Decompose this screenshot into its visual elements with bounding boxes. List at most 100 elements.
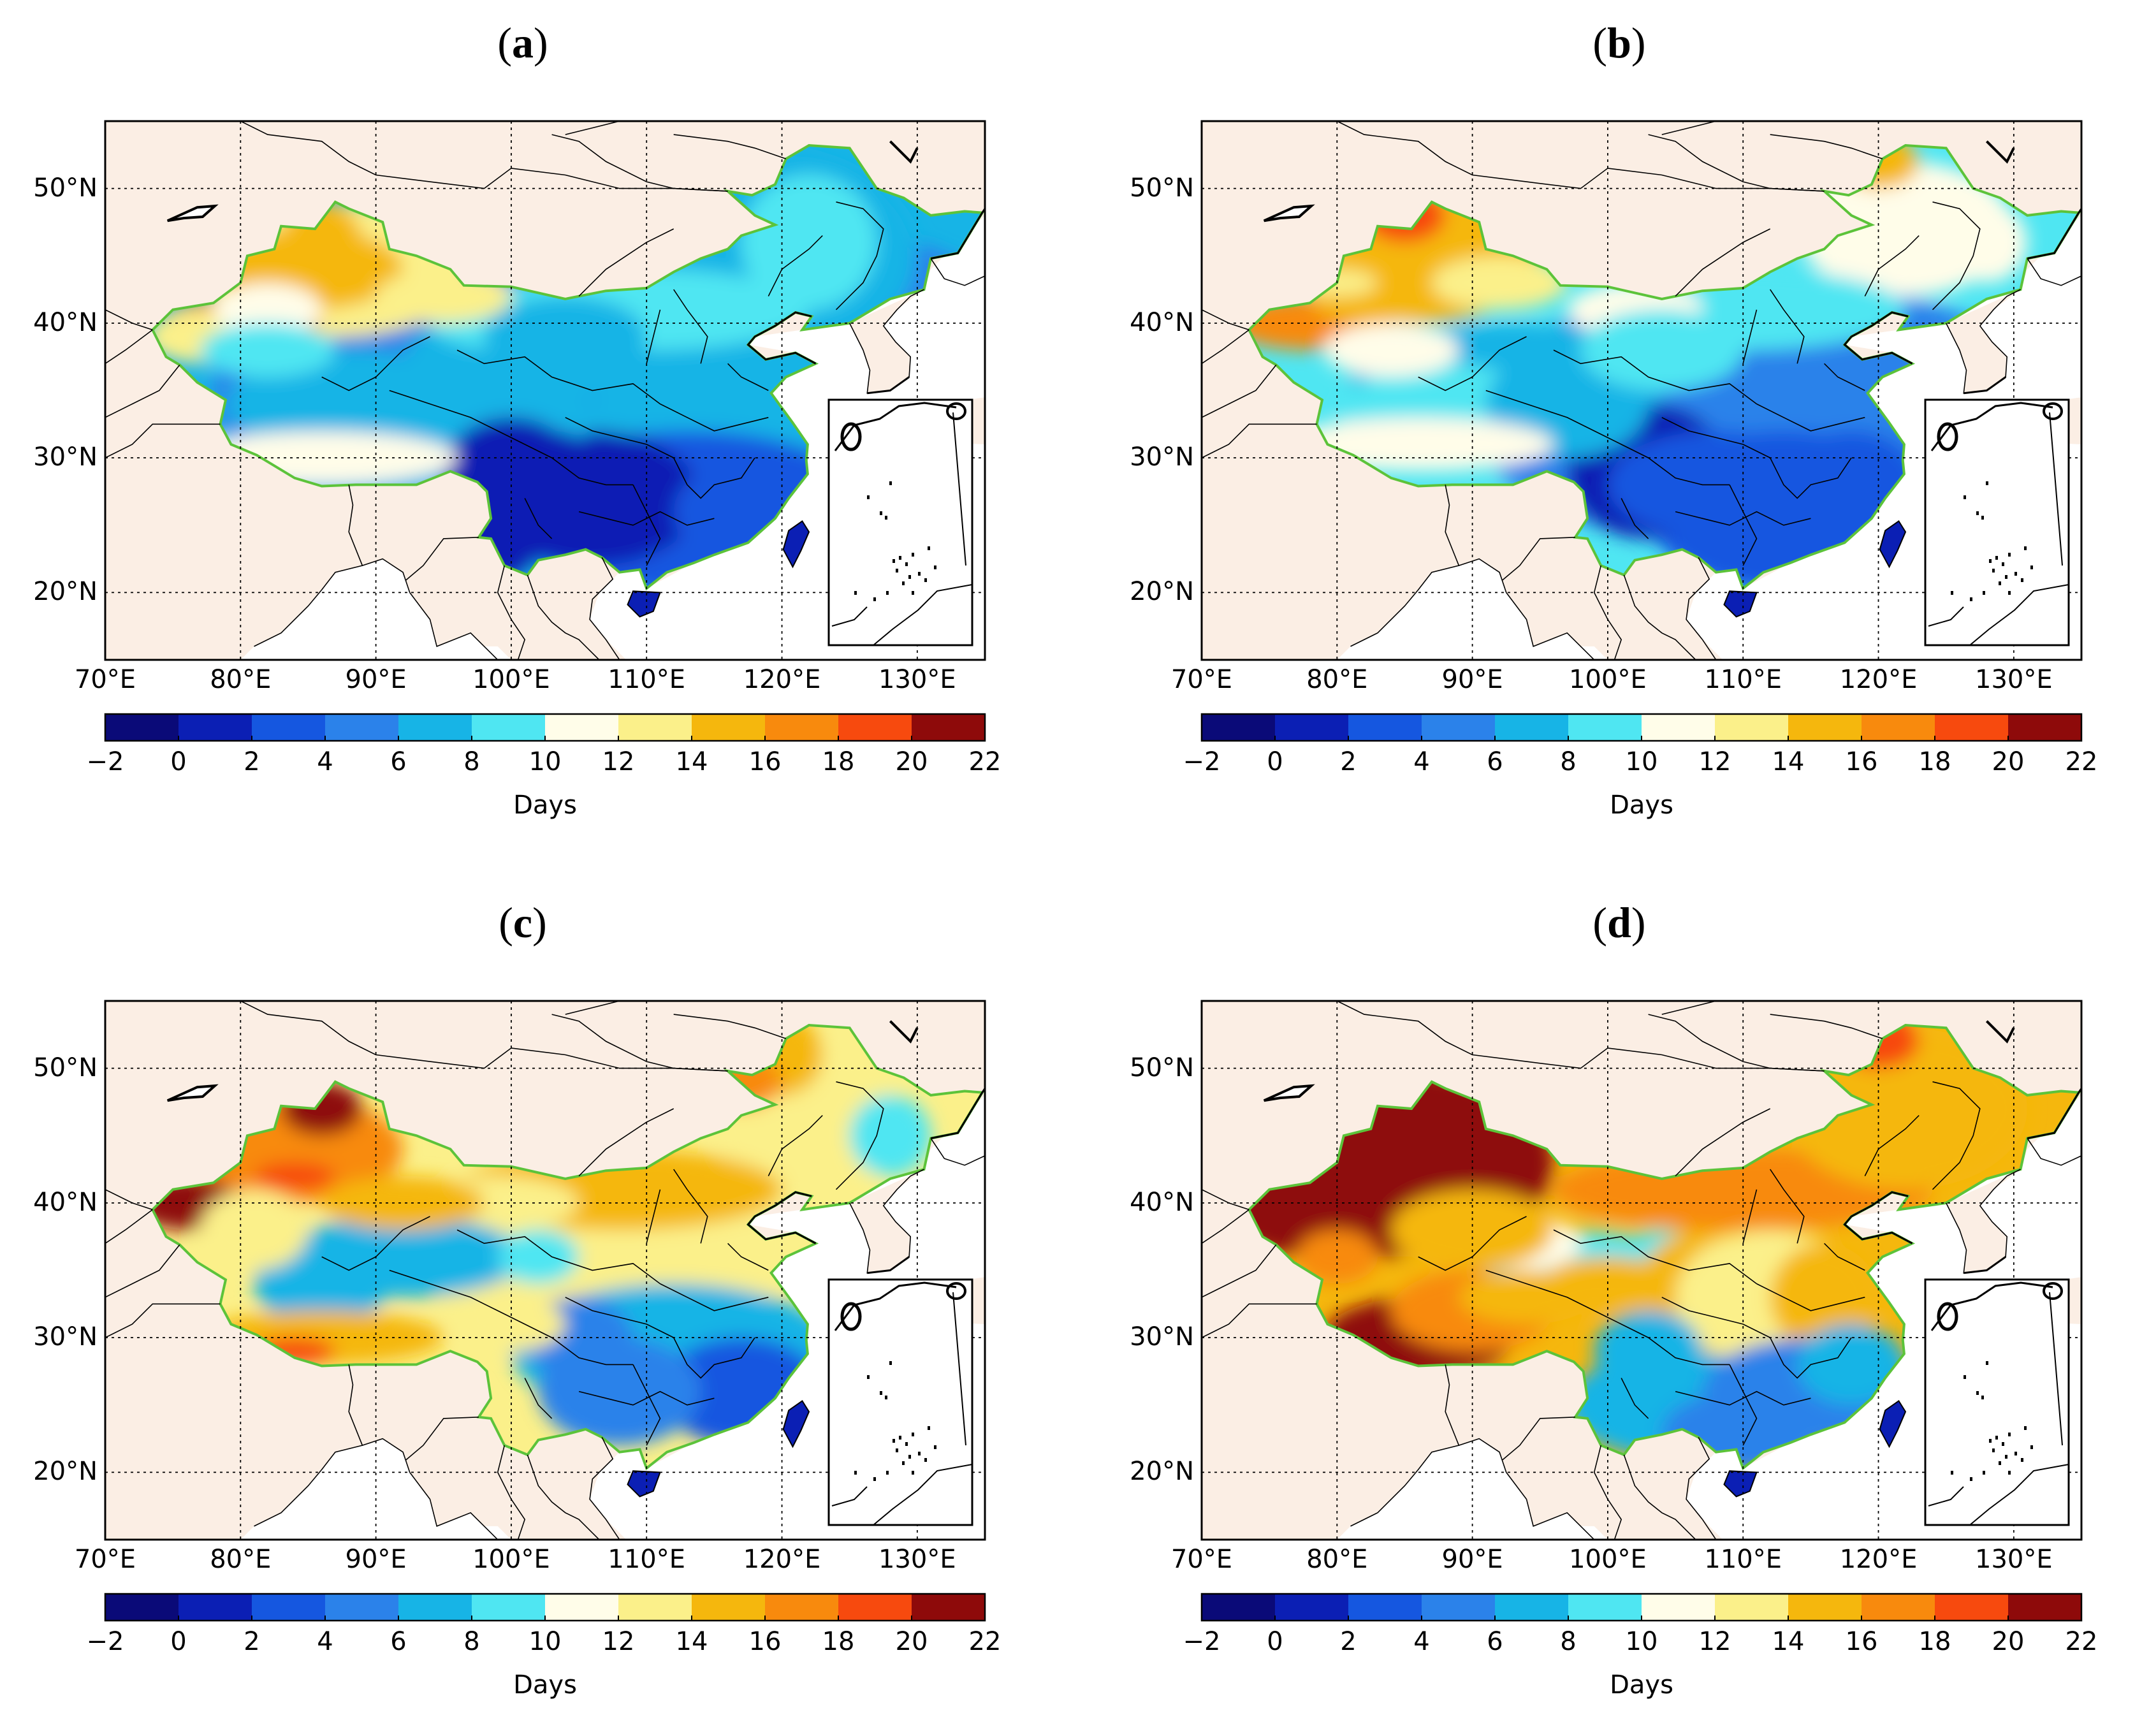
colorbar-tick-label: 20 bbox=[1992, 1627, 2025, 1656]
border-line bbox=[930, 258, 985, 286]
south-china-sea-inset bbox=[827, 398, 973, 646]
coast-line bbox=[889, 1020, 919, 1044]
panel-c-label: (c) bbox=[499, 898, 547, 947]
coast-line bbox=[1985, 140, 2015, 164]
colorbar-swatch bbox=[1202, 1594, 1276, 1621]
colorbar-swatch bbox=[472, 714, 546, 741]
colorbar bbox=[104, 713, 986, 742]
colorbar-tick-label: 18 bbox=[822, 747, 855, 777]
colorbar-tick-label: 2 bbox=[1340, 1627, 1357, 1656]
panel-d-label: (d) bbox=[1592, 898, 1646, 947]
colorbar-swatch bbox=[178, 1594, 252, 1621]
border-line bbox=[456, 1229, 660, 1285]
value-region bbox=[321, 1176, 484, 1230]
coast-line bbox=[930, 208, 985, 259]
colorbar-swatch bbox=[2008, 1594, 2082, 1621]
map-frame-group bbox=[1202, 1001, 2081, 1540]
colorbar-tick-label: 18 bbox=[822, 1627, 855, 1656]
map-frame bbox=[1200, 120, 2083, 661]
colorbar bbox=[1200, 713, 2083, 742]
colorbar-swatch bbox=[1348, 714, 1422, 741]
south-china-sea-inset bbox=[1924, 1278, 2070, 1526]
colorbar-swatch bbox=[545, 714, 619, 741]
south-china-sea-inset bbox=[1924, 398, 2070, 646]
colorbar-swatch bbox=[105, 714, 179, 741]
border-line bbox=[646, 1189, 661, 1244]
lon-tick-label: 90°E bbox=[345, 665, 407, 694]
colorbar-swatch bbox=[1642, 1594, 1716, 1621]
border-line bbox=[673, 1014, 787, 1039]
border-line bbox=[527, 1454, 600, 1540]
border-line bbox=[1756, 1283, 1865, 1311]
border-line bbox=[389, 390, 633, 486]
border-line bbox=[835, 201, 884, 310]
border-line bbox=[1623, 574, 1696, 660]
border-line bbox=[1945, 289, 2021, 394]
border-line bbox=[1742, 1189, 1758, 1244]
lon-tick-label: 100°E bbox=[1569, 665, 1647, 694]
colorbar-tick-label: 0 bbox=[1267, 747, 1283, 777]
border-line bbox=[1945, 1169, 2021, 1274]
border-line bbox=[727, 1243, 769, 1271]
border-line bbox=[105, 1244, 180, 1298]
colorbar bbox=[1200, 1593, 2083, 1622]
korea-land bbox=[1946, 1169, 2021, 1273]
colorbar-tick-label: 14 bbox=[675, 1627, 708, 1656]
lon-tick-label: 90°E bbox=[1441, 665, 1503, 694]
lon-tick-label: 80°E bbox=[210, 1545, 272, 1574]
border-line bbox=[1501, 537, 1576, 581]
taiwan bbox=[1879, 520, 1907, 569]
border-line bbox=[1756, 403, 1865, 432]
colorbar-tick-label: 22 bbox=[2065, 747, 2098, 777]
border-line bbox=[1648, 1014, 1825, 1072]
border-line bbox=[768, 235, 823, 296]
lat-tick-label: 20°N bbox=[33, 577, 98, 607]
border-line bbox=[1485, 1269, 1730, 1366]
border-line bbox=[1932, 1081, 1981, 1190]
border-line bbox=[254, 1445, 363, 1527]
value-region bbox=[457, 1297, 565, 1352]
border-line bbox=[524, 498, 553, 539]
coast-line bbox=[1843, 1191, 1913, 1244]
colorbar-tick-label: 8 bbox=[1560, 747, 1577, 777]
colorbar-tick-label: −2 bbox=[86, 1627, 124, 1656]
colorbar-tick-label: 22 bbox=[2065, 1627, 2098, 1656]
colorbar-swatch bbox=[252, 1594, 326, 1621]
border-line bbox=[1202, 1209, 1250, 1244]
colorbar-tick-label: 8 bbox=[463, 1627, 480, 1656]
colorbar-swatch bbox=[1495, 1594, 1569, 1621]
value-region bbox=[1323, 323, 1459, 377]
lat-tick-label: 50°N bbox=[1130, 173, 1194, 203]
border-line bbox=[1770, 134, 1883, 159]
colorbar-swatch bbox=[1715, 714, 1789, 741]
border-line bbox=[1661, 121, 1716, 135]
colorbar-swatch bbox=[765, 714, 839, 741]
south-china-sea-inset bbox=[827, 1278, 973, 1526]
coast-line bbox=[2027, 1088, 2081, 1139]
map-a bbox=[104, 120, 986, 742]
colorbar-tick-label: 16 bbox=[748, 747, 782, 777]
colorbar-swatch bbox=[692, 714, 766, 741]
colorbar-tick-label: 6 bbox=[390, 747, 407, 777]
lat-tick-label: 30°N bbox=[33, 1322, 98, 1352]
colorbar-swatch bbox=[545, 1594, 619, 1621]
border-line bbox=[1729, 1364, 1758, 1446]
border-line bbox=[1202, 364, 1277, 418]
lon-tick-label: 110°E bbox=[1704, 1545, 1782, 1574]
lon-tick-label: 70°E bbox=[74, 1545, 136, 1574]
border-line bbox=[105, 423, 221, 458]
coast-line bbox=[889, 140, 919, 164]
lon-tick-label: 120°E bbox=[1839, 665, 1918, 694]
panel-b: (b) 50°N 40°N 30°N 20°N 70°E 80°E 90°E 100°E 110… bbox=[1096, 0, 2142, 848]
colorbar-swatch bbox=[1422, 1594, 1496, 1621]
lon-tick-label: 70°E bbox=[1170, 665, 1233, 694]
colorbar-swatch bbox=[252, 714, 326, 741]
border-line bbox=[1686, 1437, 1717, 1540]
colorbar-swatch bbox=[1422, 714, 1496, 741]
border-line bbox=[2027, 1138, 2081, 1166]
map-frame-group bbox=[1202, 121, 2081, 660]
border-line bbox=[1553, 349, 1757, 405]
lon-tick-label: 130°E bbox=[1975, 1545, 2053, 1574]
colorbar-swatch bbox=[1642, 714, 1716, 741]
border-line bbox=[565, 1001, 620, 1015]
